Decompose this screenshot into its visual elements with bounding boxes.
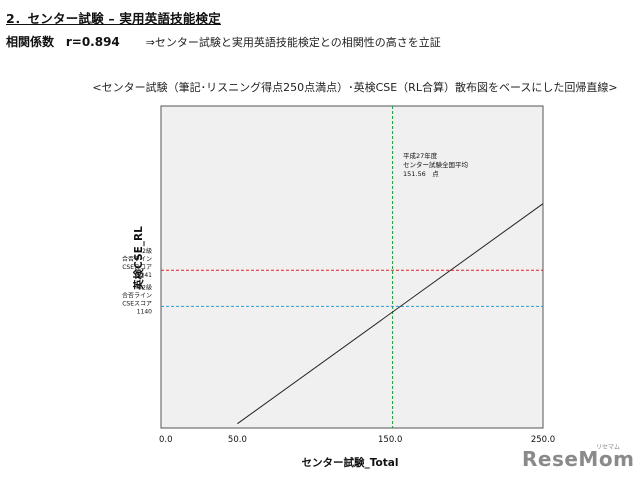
reference-line-label: 151.56 点: [403, 170, 439, 178]
correlation-note: ⇒センター試験と実用英語技能検定との相関性の高さを立証: [145, 36, 441, 49]
reference-line-label: 合否ライン: [122, 255, 152, 263]
resemom-logo: ReseMom: [522, 447, 635, 471]
plot-area: [160, 105, 544, 429]
correlation-label: 相関係数: [6, 35, 55, 49]
x-tick-label: 250.0: [531, 435, 555, 445]
correlation-summary: 相関係数 r=0.894 ⇒センター試験と実用英語技能検定との相関性の高さを立証: [6, 33, 441, 50]
reference-line-label: CSEスコア: [122, 264, 152, 271]
x-axis-label: センター試験_Total: [302, 456, 399, 469]
x-tick-label: 0.0: [159, 435, 173, 445]
resemom-logo-kana: リセマム: [596, 444, 621, 451]
reference-line-label: 2級: [142, 247, 152, 255]
chart-title: <センター試験（筆記･リスニング得点250点満点）･英検CSE（RL合算）散布図…: [92, 81, 618, 94]
reference-line-label: 平成27年度: [403, 151, 438, 160]
section-heading: 2．センター試験 – 実用英語技能検定: [6, 11, 221, 26]
x-tick-label: 150.0: [378, 435, 402, 445]
reference-line-label: 準2級: [136, 283, 152, 291]
reference-line-label: 合否ライン: [122, 291, 152, 299]
reference-line-label: CSEスコア: [122, 300, 152, 307]
regression-line: [237, 203, 544, 425]
reference-line-label: センター試験全国平均: [403, 160, 469, 169]
correlation-value: r=0.894: [65, 35, 120, 49]
reference-line-label: 1241: [137, 272, 152, 279]
y-axis-label: 英検CSE_RL: [132, 226, 145, 291]
x-tick-label: 50.0: [228, 435, 247, 445]
reference-line-label: 1140: [137, 308, 152, 315]
